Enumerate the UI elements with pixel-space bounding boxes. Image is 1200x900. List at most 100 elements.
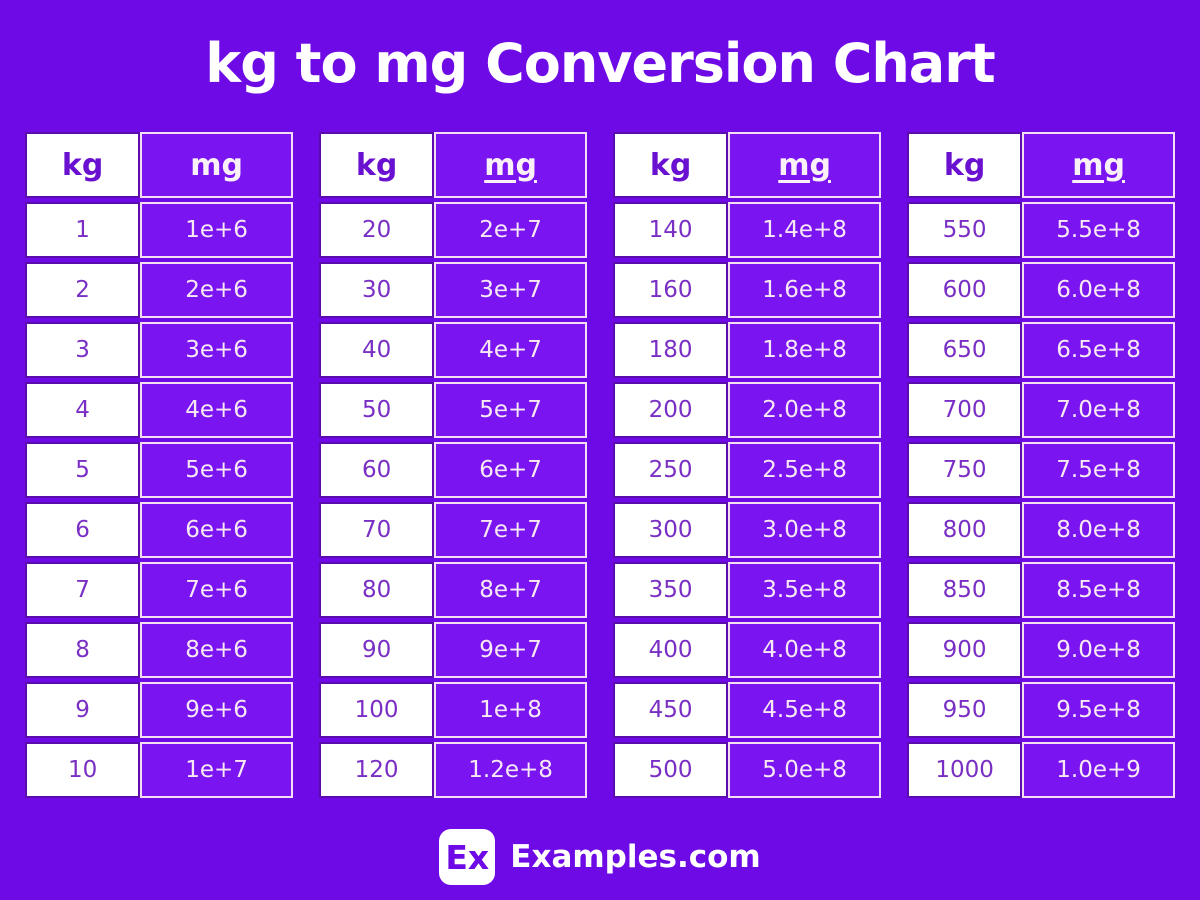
mg-value-cell: 3e+7: [434, 262, 587, 318]
mg-value-cell: 2e+6: [140, 262, 293, 318]
mg-value-cell: 4.0e+8: [728, 622, 881, 678]
kg-value-cell: 350: [613, 562, 729, 618]
table-row: 10 1e+7: [25, 742, 293, 798]
table-row: 60 6e+7: [319, 442, 587, 498]
mg-value-cell: 9.5e+8: [1022, 682, 1175, 738]
kg-value-cell: 40: [319, 322, 435, 378]
mg-value-cell: 6e+6: [140, 502, 293, 558]
mg-value-cell: 5e+7: [434, 382, 587, 438]
footer-brand: Ex Examples.com: [0, 828, 1200, 886]
table-header-row: kg mg: [907, 132, 1175, 198]
kg-value-cell: 20: [319, 202, 435, 258]
kg-value-cell: 500: [613, 742, 729, 798]
kg-value-cell: 60: [319, 442, 435, 498]
kg-value-cell: 400: [613, 622, 729, 678]
kg-value-cell: 550: [907, 202, 1023, 258]
examples-logo-icon: Ex: [439, 829, 496, 885]
mg-value-cell: 5.5e+8: [1022, 202, 1175, 258]
mg-value-cell: 6e+7: [434, 442, 587, 498]
mg-value-cell: 2.5e+8: [728, 442, 881, 498]
kg-value-cell: 100: [319, 682, 435, 738]
mg-value-cell: 8.0e+8: [1022, 502, 1175, 558]
conversion-table-2: kg mg 20 2e+7 30 3e+7 40 4e+7 50 5e+7 60 6e+7 70 7e+7…: [319, 132, 587, 798]
kg-value-cell: 650: [907, 322, 1023, 378]
mg-value-cell: 9.0e+8: [1022, 622, 1175, 678]
mg-value-cell: 7.5e+8: [1022, 442, 1175, 498]
table-row: 300 3.0e+8: [613, 502, 881, 558]
mg-value-cell: 5e+6: [140, 442, 293, 498]
kg-value-cell: 250: [613, 442, 729, 498]
table-row: 4 4e+6: [25, 382, 293, 438]
kg-value-cell: 160: [613, 262, 729, 318]
table-row: 70 7e+7: [319, 502, 587, 558]
footer-site-name: Examples.com: [510, 839, 761, 875]
kg-value-cell: 850: [907, 562, 1023, 618]
mg-value-cell: 3.0e+8: [728, 502, 881, 558]
kg-header-cell: kg: [25, 132, 141, 198]
kg-value-cell: 80: [319, 562, 435, 618]
mg-header-cell: mg: [1022, 132, 1175, 198]
table-row: 650 6.5e+8: [907, 322, 1175, 378]
kg-value-cell: 200: [613, 382, 729, 438]
kg-header-cell: kg: [319, 132, 435, 198]
mg-value-cell: 1e+8: [434, 682, 587, 738]
kg-value-cell: 3: [25, 322, 141, 378]
table-row: 450 4.5e+8: [613, 682, 881, 738]
kg-value-cell: 180: [613, 322, 729, 378]
conversion-table-4: kg mg 550 5.5e+8 600 6.0e+8 650 6.5e+8 700 7.0e+8…: [907, 132, 1175, 798]
mg-value-cell: 8e+7: [434, 562, 587, 618]
kg-header-cell: kg: [907, 132, 1023, 198]
page-title: kg to mg Conversion Chart: [205, 32, 995, 95]
mg-value-cell: 6.5e+8: [1022, 322, 1175, 378]
logo-text: Ex: [445, 837, 490, 877]
kg-value-cell: 9: [25, 682, 141, 738]
conversion-table-1: kg mg 1 1e+6 2 2e+6 3 3e+6 4 4e+6 5 5e+6 6 6e+6 7 7e+6 8…: [25, 132, 293, 798]
kg-value-cell: 120: [319, 742, 435, 798]
mg-value-cell: 1.0e+9: [1022, 742, 1175, 798]
table-row: 140 1.4e+8: [613, 202, 881, 258]
table-row: 7 7e+6: [25, 562, 293, 618]
table-row: 120 1.2e+8: [319, 742, 587, 798]
kg-value-cell: 600: [907, 262, 1023, 318]
mg-value-cell: 1.2e+8: [434, 742, 587, 798]
mg-value-cell: 8.5e+8: [1022, 562, 1175, 618]
table-row: 850 8.5e+8: [907, 562, 1175, 618]
table-row: 3 3e+6: [25, 322, 293, 378]
mg-header-cell: mg: [728, 132, 881, 198]
table-row: 1000 1.0e+9: [907, 742, 1175, 798]
table-header-row: kg mg: [613, 132, 881, 198]
kg-value-cell: 1: [25, 202, 141, 258]
table-row: 20 2e+7: [319, 202, 587, 258]
table-row: 700 7.0e+8: [907, 382, 1175, 438]
mg-value-cell: 9e+6: [140, 682, 293, 738]
kg-value-cell: 140: [613, 202, 729, 258]
kg-value-cell: 950: [907, 682, 1023, 738]
mg-value-cell: 1.8e+8: [728, 322, 881, 378]
table-row: 800 8.0e+8: [907, 502, 1175, 558]
kg-header-cell: kg: [613, 132, 729, 198]
table-header-row: kg mg: [25, 132, 293, 198]
table-row: 550 5.5e+8: [907, 202, 1175, 258]
mg-value-cell: 5.0e+8: [728, 742, 881, 798]
table-row: 200 2.0e+8: [613, 382, 881, 438]
mg-value-cell: 8e+6: [140, 622, 293, 678]
kg-value-cell: 300: [613, 502, 729, 558]
table-row: 50 5e+7: [319, 382, 587, 438]
table-row: 160 1.6e+8: [613, 262, 881, 318]
mg-value-cell: 1e+6: [140, 202, 293, 258]
mg-value-cell: 4e+6: [140, 382, 293, 438]
mg-value-cell: 3.5e+8: [728, 562, 881, 618]
table-row: 5 5e+6: [25, 442, 293, 498]
mg-header-cell: mg: [434, 132, 587, 198]
mg-value-cell: 4.5e+8: [728, 682, 881, 738]
mg-value-cell: 7.0e+8: [1022, 382, 1175, 438]
mg-value-cell: 1e+7: [140, 742, 293, 798]
kg-value-cell: 90: [319, 622, 435, 678]
kg-value-cell: 70: [319, 502, 435, 558]
mg-value-cell: 1.6e+8: [728, 262, 881, 318]
table-row: 600 6.0e+8: [907, 262, 1175, 318]
conversion-table-3: kg mg 140 1.4e+8 160 1.6e+8 180 1.8e+8 200 2.0e+8…: [613, 132, 881, 798]
table-row: 350 3.5e+8: [613, 562, 881, 618]
table-row: 950 9.5e+8: [907, 682, 1175, 738]
